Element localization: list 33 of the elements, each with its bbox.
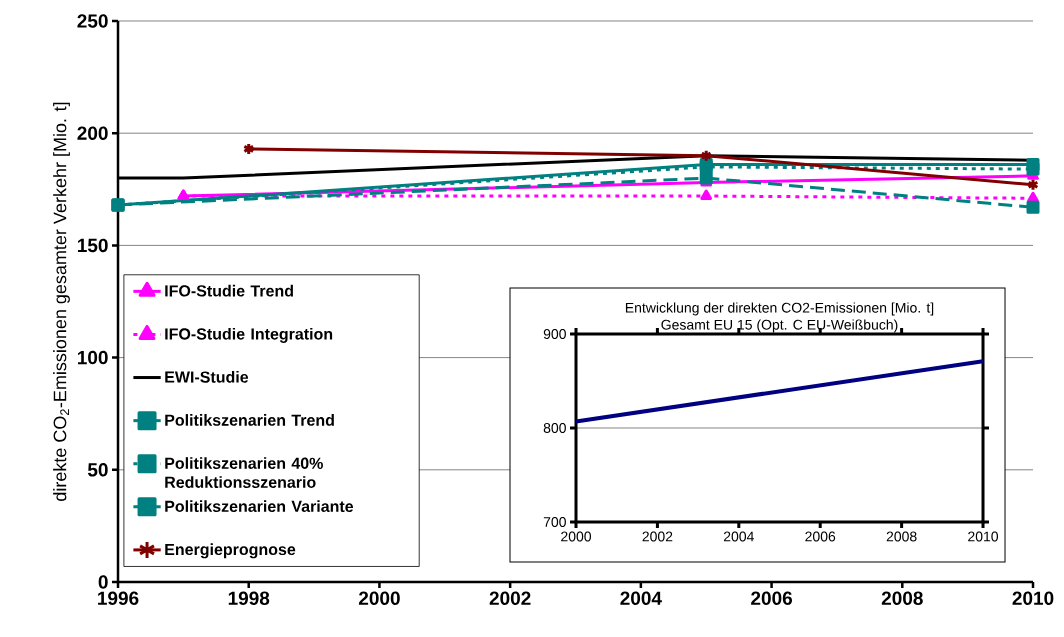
chart-title: Entwicklung der direkten CO2-Emissionen [Mio. t] <box>625 302 934 316</box>
x-tick-label: 1998 <box>228 591 270 605</box>
y-tick-label: 900 <box>543 329 566 339</box>
y-tick-label: 700 <box>543 517 566 527</box>
y-tick-label: 50 <box>87 463 108 477</box>
y-tick-label: 100 <box>77 350 108 365</box>
x-tick-label: 2008 <box>881 591 923 605</box>
x-tick-label: 2000 <box>358 591 400 605</box>
x-tick-label: 2000 <box>561 531 592 542</box>
y-tick-label: 0 <box>98 575 108 589</box>
y-tick-label: 800 <box>543 423 566 433</box>
x-tick-label: 2010 <box>1012 591 1054 605</box>
x-tick-label: 2002 <box>642 531 673 542</box>
chart-subtitle: Gesamt EU 15 (Opt. C EU-Weißbuch) <box>661 319 898 333</box>
x-tick-label: 2010 <box>968 531 999 542</box>
y-tick-label: 250 <box>77 14 108 28</box>
legend-label: Politikszenarien Variante <box>165 500 354 513</box>
legend-label: IFO-Studie Integration <box>165 327 333 343</box>
x-tick-label: 2006 <box>751 591 793 605</box>
y-axis-title: direkte CO$_{2}$-Emissionen gesamter Verkehr [Mio. t] <box>53 102 70 501</box>
x-tick-label: 2008 <box>886 531 917 542</box>
legend-label: EWI-Studie <box>165 370 249 383</box>
y-tick-label: 200 <box>77 126 108 140</box>
y-tick-label: 150 <box>77 238 108 253</box>
legend-label: Politikszenarien Trend <box>165 414 334 426</box>
legend-label: Politikszenarien 40% Reduktionsszenario <box>165 457 323 488</box>
x-tick-label: 1996 <box>98 591 139 605</box>
x-tick-label: 2006 <box>805 531 836 542</box>
x-tick-label: 2004 <box>723 531 754 542</box>
legend-label: Energieprognose <box>165 543 296 559</box>
legend-label: IFO-Studie Trend <box>165 284 293 297</box>
x-tick-label: 2004 <box>620 591 662 605</box>
x-tick-label: 2002 <box>489 591 531 605</box>
